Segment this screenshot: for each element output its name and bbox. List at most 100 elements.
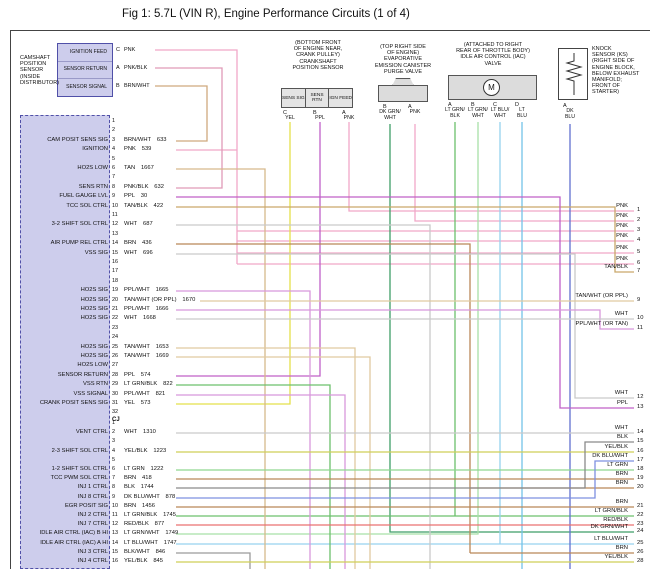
terminal-wire: WHT (494, 113, 506, 119)
terminal-letter: A (448, 102, 452, 108)
ecm-pin-number: 7 (112, 475, 116, 482)
ecm-pin-number: 28 (112, 371, 119, 378)
ecm-pin-number: 27 (112, 362, 119, 369)
ecm-wire-label: PNK 539 (124, 146, 152, 153)
knock-caption-line: ENGINE BLOCK, (592, 64, 635, 71)
right-wire-name: BRN (615, 480, 628, 486)
right-wire-name: PNK (616, 223, 628, 229)
ecm-pin-number: 5 (112, 456, 116, 463)
ecm-wire-label: WHT 687 (124, 221, 153, 228)
terminal-wire: LT GRN/ (445, 107, 465, 113)
ecm-pin-number: 13 (112, 530, 119, 537)
iac-caption-line: (ATTACHED TO RIGHT (463, 42, 523, 48)
terminal-wire: LT BLU/ (490, 107, 510, 113)
crankshaft-section-label: IGN FEED (329, 95, 352, 101)
right-wire-name: BRN (615, 545, 628, 551)
ecm-wire-label: BRN 418 (124, 475, 152, 482)
ecm-wire-label: TAN/WHT 1653 (124, 343, 169, 350)
ecm-pin-number: 7 (112, 174, 116, 181)
ecm-circuit-function: IGNITION (82, 146, 108, 153)
knock-sensor-caption: KNOCK SENSOR (KS) (RIGHT SIDE OF ENGINE BLO… (592, 46, 650, 96)
ecm-wire-label: LT BLU/WHT 1747 (124, 539, 177, 546)
right-wire-name: YEL/BLK (604, 444, 628, 450)
right-pin-number: 28 (637, 558, 644, 564)
right-pin-number: 13 (637, 404, 644, 410)
terminal-letter: A (116, 65, 120, 71)
knock-caption-line: SENSOR (KS) (592, 52, 628, 59)
terminal-letter: B (116, 83, 120, 89)
cam-caption-line: POSITION (20, 61, 47, 68)
ecm-pin-number: 29 (112, 381, 119, 388)
terminal-wire: PPL (315, 115, 325, 121)
right-pin-number: 11 (637, 325, 644, 331)
right-pin-number: 19 (637, 475, 644, 481)
right-wire-name: WHT (614, 425, 628, 431)
ecm-circuit-function: EGR POSIT SIG (64, 502, 108, 509)
right-pin-number: 25 (637, 540, 644, 546)
wire-yel (176, 122, 291, 405)
wire-blk-wht (176, 552, 251, 569)
knock-caption-line: BELOW EXHAUST (592, 70, 640, 77)
right-pin-number: 4 (637, 237, 641, 243)
ecm-circuit-function: HO2S SIG (80, 296, 108, 303)
terminal-wire: LT (519, 107, 525, 113)
ecm-pin-number: 32 (112, 409, 119, 416)
right-pin-number: 24 (637, 528, 644, 534)
ecm-wire-label: RED/BLK 877 (124, 521, 165, 528)
purge-caption-line: (TOP RIGHT SIDE (380, 44, 426, 50)
ecm-wire-label: TAN/WHT 1669 (124, 353, 169, 359)
ecm-pin-number: 3 (112, 136, 116, 143)
terminal-wire: WHT (384, 115, 396, 121)
camshaft-section-label: SENSOR RETURN (58, 62, 112, 80)
terminal-letter: C (493, 102, 497, 108)
ecm-wire-label: PNK/BLK 632 (124, 183, 164, 190)
iac-caption-line: IDLE AIR CONTROL (IAC) (460, 54, 526, 61)
right-wire-name: LT BLU/WHT (594, 536, 628, 542)
connector-break-label: CJ (112, 417, 120, 423)
ecm-circuit-function: INJ 3 CTRL (77, 548, 108, 555)
ecm-circuit-function: VENT CTRL (75, 429, 108, 436)
ecm-pin-number: 17 (112, 268, 119, 275)
ecm-circuit-function: FUEL GAUGE LVL (59, 193, 108, 200)
ecm-pin-number: 10 (112, 502, 119, 509)
right-wire-name: LT GRN (607, 462, 628, 468)
cam-caption-line: SENSOR (20, 67, 44, 74)
right-wire-name: BLK (617, 434, 628, 440)
ecm-circuit-function: 2-3 SHIFT SOL CTRL (51, 447, 108, 454)
right-pin-number: 9 (637, 297, 641, 303)
ecm-pin-number: 15 (112, 548, 119, 555)
terminal-letter: A (563, 103, 567, 109)
ecm-circuit-function: SENSOR RETURN (57, 371, 108, 378)
ecm-pin-number: 24 (112, 334, 119, 341)
right-wire-name: WHT (614, 311, 628, 317)
right-pin-number: 3 (637, 227, 641, 233)
diagram-frame (10, 30, 650, 569)
cam-caption-line: CAMSHAFT (20, 55, 51, 61)
terminal-letter: A (342, 110, 346, 116)
ecm-pin-number: 13 (112, 230, 119, 237)
ecm-pin-number: 9 (112, 493, 116, 500)
ecm-wire-label: WHT 1668 (124, 315, 156, 322)
right-wire-name: TAN/WHT (OR PPL) (575, 293, 628, 299)
wire-dk-grn-wht (389, 124, 634, 533)
crank-caption-line: POSITION SENSOR (292, 64, 344, 71)
right-pin-number: 21 (637, 503, 644, 509)
terminal-wire: WHT (472, 113, 484, 119)
terminal-letter: C (283, 110, 287, 116)
ecm-wire-label: PPL/WHT 1666 (124, 306, 169, 312)
ecm-wire-label: LT GRN 1222 (124, 466, 164, 472)
ecm-circuit-function: TCC SOL CTRL (66, 202, 108, 209)
ecm-wire-label: BRN 436 (124, 240, 152, 247)
crankshaft-sensor-caption: (BOTTOM FRONT OF ENGINE NEAR, CRANK PULLEY… (278, 40, 358, 71)
ecm-circuit-function: VSS SIGNAL (73, 390, 108, 397)
ecm-pin-number: 18 (112, 277, 119, 284)
ecm-wire-label: LT GRN/WHT 1749 (124, 530, 179, 537)
right-wire-name: PPL (617, 400, 628, 406)
terminal-wire: BLK (450, 113, 460, 119)
right-pin-number: 17 (637, 457, 644, 463)
wire-tan-wht (176, 347, 356, 569)
right-pin-number: 20 (637, 484, 644, 490)
ecm-pin-number: 16 (112, 558, 119, 564)
ecm-pin-number: 4 (112, 146, 116, 153)
iac-valve-caption: (ATTACHED TO RIGHT REAR OF THROTTLE BODY)… (442, 42, 544, 67)
